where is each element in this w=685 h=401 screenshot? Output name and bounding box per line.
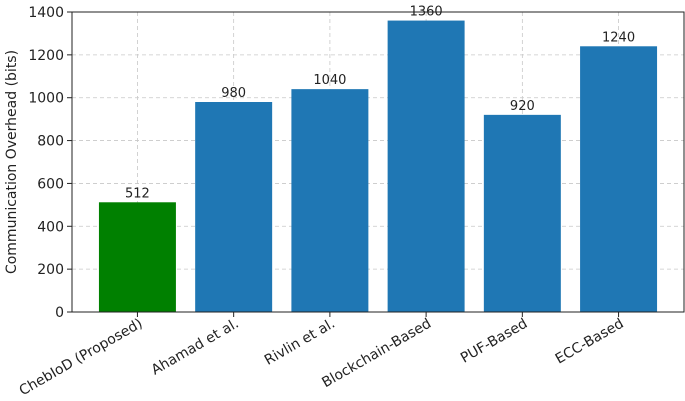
x-tick-label: Rivlin et al. [262,316,338,369]
y-axis-label: Communication Overhead (bits) [4,50,20,274]
value-label: 1040 [313,73,346,88]
x-tick-label: PUF-Based [458,316,530,367]
x-tick-label: ChebIoD (Proposed) [17,316,146,400]
bar [291,89,369,313]
y-tick-label: 400 [37,219,64,235]
y-tick-label: 1000 [28,91,64,107]
y-tick-label: 600 [37,176,64,192]
y-tick-label: 0 [55,305,64,321]
value-label: 980 [221,86,246,101]
value-label: 512 [125,186,150,201]
y-tick-label: 800 [37,134,64,150]
y-tick-label: 200 [37,262,64,278]
x-tick-label: Blockchain-Based [319,316,434,392]
value-label: 920 [510,99,535,114]
value-label: 1240 [602,30,635,45]
y-tick-label: 1200 [28,48,64,64]
x-tick-label: ECC-Based [553,316,627,368]
bar [483,114,561,312]
plot-frame [71,11,685,313]
bar [387,20,465,312]
x-tick-label: Ahamad et al. [149,316,242,379]
bar [98,202,176,312]
bar [580,46,658,313]
bar [195,102,273,312]
y-tick-label: 1400 [28,5,64,21]
